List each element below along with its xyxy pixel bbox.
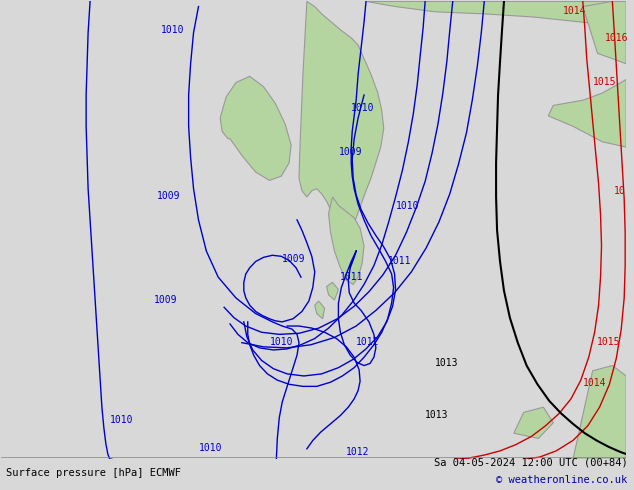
Text: 1015: 1015 xyxy=(597,337,620,347)
Polygon shape xyxy=(299,1,384,236)
Text: 1010: 1010 xyxy=(351,102,375,113)
Text: Surface pressure [hPa] ECMWF: Surface pressure [hPa] ECMWF xyxy=(6,468,181,478)
Text: 1010: 1010 xyxy=(396,201,419,212)
Text: 1011: 1011 xyxy=(339,272,363,282)
Text: 1010: 1010 xyxy=(161,24,184,35)
Text: 1009: 1009 xyxy=(157,191,181,201)
Text: 1012: 1012 xyxy=(346,447,370,457)
Polygon shape xyxy=(583,1,626,64)
Text: 1016: 1016 xyxy=(604,33,628,43)
Polygon shape xyxy=(366,1,626,27)
Text: 1014: 1014 xyxy=(563,6,586,16)
Text: Sa 04-05-2024 12:00 UTC (00+84): Sa 04-05-2024 12:00 UTC (00+84) xyxy=(434,458,628,468)
Polygon shape xyxy=(328,197,364,284)
Text: 1013: 1013 xyxy=(435,358,458,368)
Text: 1013: 1013 xyxy=(425,410,449,419)
Text: 1010: 1010 xyxy=(198,443,222,453)
Text: 1015: 1015 xyxy=(593,76,616,87)
Polygon shape xyxy=(548,79,626,147)
Text: © weatheronline.co.uk: © weatheronline.co.uk xyxy=(496,475,628,485)
Text: 1011: 1011 xyxy=(387,256,411,266)
Text: 1009: 1009 xyxy=(339,147,362,157)
Text: 1014: 1014 xyxy=(583,378,606,389)
Text: 1010: 1010 xyxy=(110,415,133,425)
Polygon shape xyxy=(514,407,553,439)
Polygon shape xyxy=(573,366,626,459)
Polygon shape xyxy=(220,76,291,180)
Text: 10: 10 xyxy=(614,186,626,196)
Text: 1009: 1009 xyxy=(282,253,306,264)
Polygon shape xyxy=(327,282,339,300)
Text: 1010: 1010 xyxy=(269,337,293,347)
Text: 1012: 1012 xyxy=(356,337,380,347)
Text: 1009: 1009 xyxy=(154,295,178,305)
Polygon shape xyxy=(314,301,325,318)
